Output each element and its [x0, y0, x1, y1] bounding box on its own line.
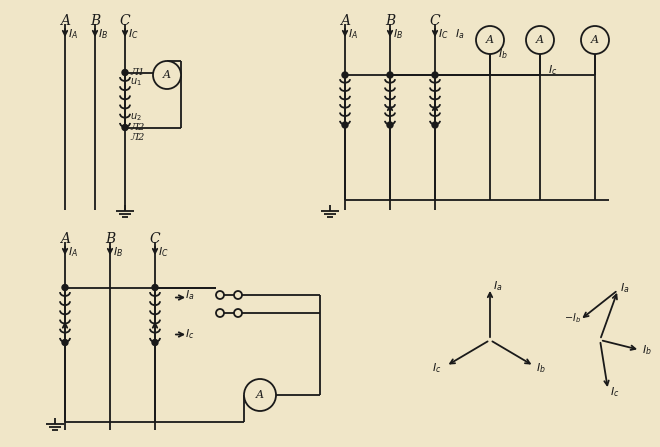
Text: $I_a$: $I_a$ [185, 289, 195, 303]
Circle shape [216, 309, 224, 317]
Text: $u_1$: $u_1$ [130, 76, 142, 89]
Text: Л2: Л2 [130, 123, 145, 132]
Circle shape [581, 26, 609, 54]
Circle shape [432, 122, 438, 128]
Text: A: A [340, 14, 350, 28]
Text: A: A [163, 70, 171, 80]
Text: $I_C$: $I_C$ [128, 27, 139, 41]
Text: C: C [430, 14, 440, 28]
Circle shape [342, 72, 348, 78]
Circle shape [62, 284, 68, 291]
Circle shape [122, 125, 128, 131]
Circle shape [216, 291, 224, 299]
Text: A: A [256, 390, 264, 400]
Text: A: A [60, 232, 70, 246]
Text: $I_A$: $I_A$ [68, 245, 78, 259]
Text: A: A [60, 14, 70, 28]
Text: $I_A$: $I_A$ [348, 27, 358, 41]
Text: $I_c$: $I_c$ [432, 361, 442, 375]
Circle shape [152, 340, 158, 346]
Circle shape [152, 284, 158, 291]
Text: B: B [385, 14, 395, 28]
Text: Л2: Л2 [130, 133, 145, 142]
Text: B: B [90, 14, 100, 28]
Text: $I_a$: $I_a$ [455, 27, 465, 41]
Text: C: C [119, 14, 130, 28]
Text: $I_a$: $I_a$ [620, 281, 630, 295]
Text: Л1: Л1 [130, 68, 145, 77]
Circle shape [342, 122, 348, 128]
Text: $u_2$: $u_2$ [130, 112, 142, 123]
Text: $I_c$: $I_c$ [610, 385, 620, 399]
Text: C: C [150, 232, 160, 246]
Text: B: B [105, 232, 115, 246]
Text: $I_b$: $I_b$ [498, 47, 508, 61]
Text: $-I_b$: $-I_b$ [564, 311, 581, 325]
Circle shape [234, 309, 242, 317]
Text: A: A [536, 35, 544, 45]
Circle shape [526, 26, 554, 54]
Text: $I_B$: $I_B$ [393, 27, 403, 41]
Text: A: A [591, 35, 599, 45]
Text: $I_B$: $I_B$ [113, 245, 123, 259]
Circle shape [234, 291, 242, 299]
Text: A: A [486, 35, 494, 45]
Text: $I_b$: $I_b$ [536, 361, 546, 375]
Circle shape [122, 69, 128, 76]
Circle shape [244, 379, 276, 411]
Circle shape [153, 61, 181, 89]
Circle shape [387, 72, 393, 78]
Text: $I_C$: $I_C$ [438, 27, 449, 41]
Text: $I_c$: $I_c$ [185, 328, 195, 342]
Text: $I_b$: $I_b$ [642, 343, 652, 357]
Text: $I_a$: $I_a$ [493, 279, 502, 293]
Text: $I_A$: $I_A$ [68, 27, 78, 41]
Text: $I_C$: $I_C$ [158, 245, 169, 259]
Circle shape [476, 26, 504, 54]
Circle shape [62, 340, 68, 346]
Text: $I_c$: $I_c$ [548, 63, 558, 77]
Circle shape [387, 122, 393, 128]
Circle shape [432, 72, 438, 78]
Text: $I_B$: $I_B$ [98, 27, 108, 41]
